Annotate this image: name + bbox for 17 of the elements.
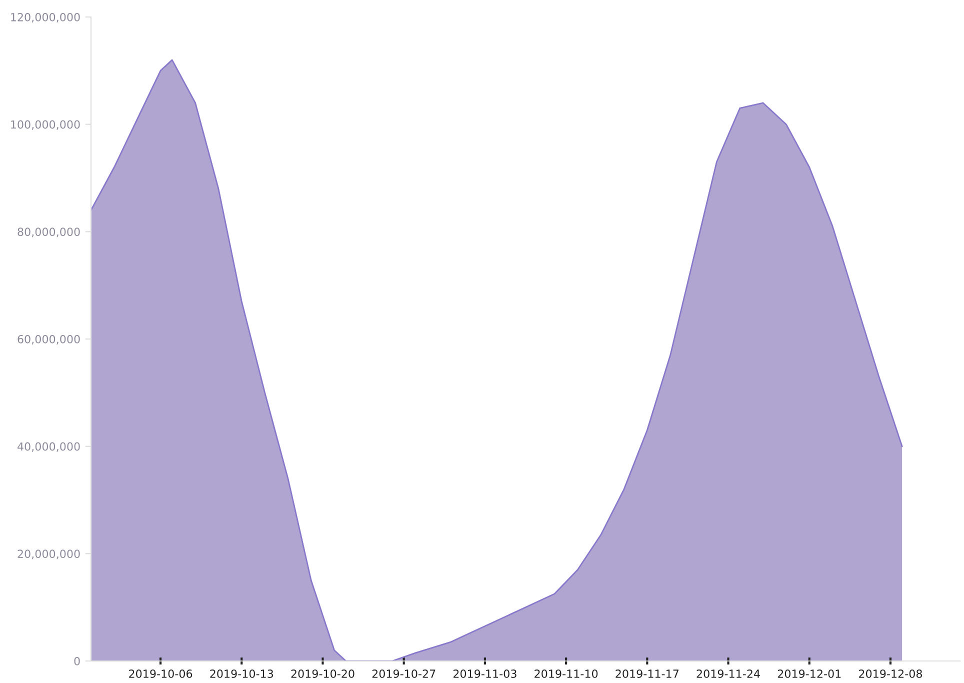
x-tick-label: 2019-10-20 <box>291 670 354 678</box>
y-tick-label: 40,000,000 <box>18 442 80 452</box>
y-tick-label: 120,000,000 <box>11 12 80 23</box>
x-tick-label: 2019-11-03 <box>453 670 516 678</box>
y-tick-label: 100,000,000 <box>11 120 80 130</box>
x-tick-label: 2019-12-08 <box>859 670 922 678</box>
x-tick-label: 2019-11-24 <box>696 670 760 678</box>
x-tick-label: 2019-10-13 <box>210 670 274 678</box>
y-tick-label: 20,000,000 <box>18 550 80 560</box>
x-tick-label: 2019-12-01 <box>778 670 841 678</box>
y-tick-label: 0 <box>74 656 80 666</box>
y-tick-label: 80,000,000 <box>18 228 80 238</box>
x-tick-label: 2019-11-10 <box>534 670 598 678</box>
x-tick-label: 2019-10-27 <box>372 670 436 678</box>
y-tick-label: 60,000,000 <box>18 334 80 345</box>
x-tick-label: 2019-10-06 <box>129 670 192 678</box>
x-tick-label: 2019-11-17 <box>616 670 678 678</box>
